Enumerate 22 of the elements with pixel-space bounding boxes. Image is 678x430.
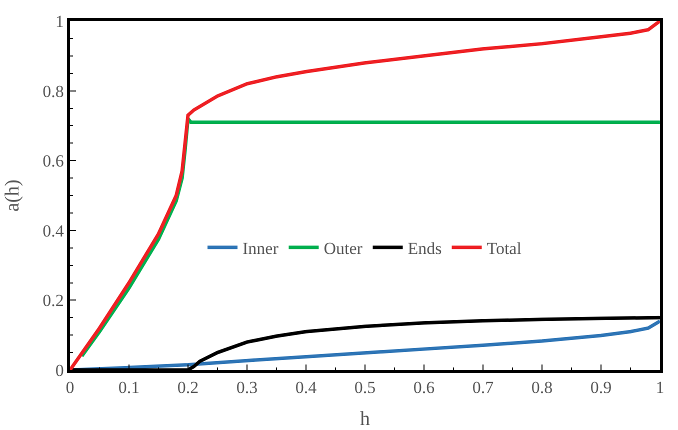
x-tick-label: 0.9 [590, 378, 612, 398]
y-tick-label: 0.8 [42, 82, 64, 101]
legend-label: Ends [408, 239, 442, 258]
legend-label: Total [486, 239, 522, 258]
x-tick-label: 0.3 [236, 378, 258, 398]
x-tick-label: 0.8 [531, 378, 553, 398]
legend-label: Outer [324, 239, 363, 258]
x-tick-label: 0.5 [354, 378, 376, 398]
x-tick-label: 0.1 [118, 378, 140, 398]
y-tick-label: 1 [55, 12, 64, 31]
legend-label: Inner [242, 239, 279, 258]
x-axis-title: h [360, 408, 370, 430]
y-tick-label: 0.6 [42, 152, 64, 171]
y-tick-label: 0 [55, 360, 64, 380]
y-axis-title: a(h) [2, 179, 24, 212]
x-tick-label: 0.7 [472, 378, 494, 398]
y-tick-label: 0.2 [42, 291, 64, 310]
x-tick-label: 1 [656, 378, 664, 398]
y-tick-label: 0.4 [42, 221, 64, 240]
x-tick-label: 0.4 [295, 378, 318, 398]
x-tick-label: 0.2 [177, 378, 199, 398]
x-tick-label: 0.6 [413, 378, 435, 398]
